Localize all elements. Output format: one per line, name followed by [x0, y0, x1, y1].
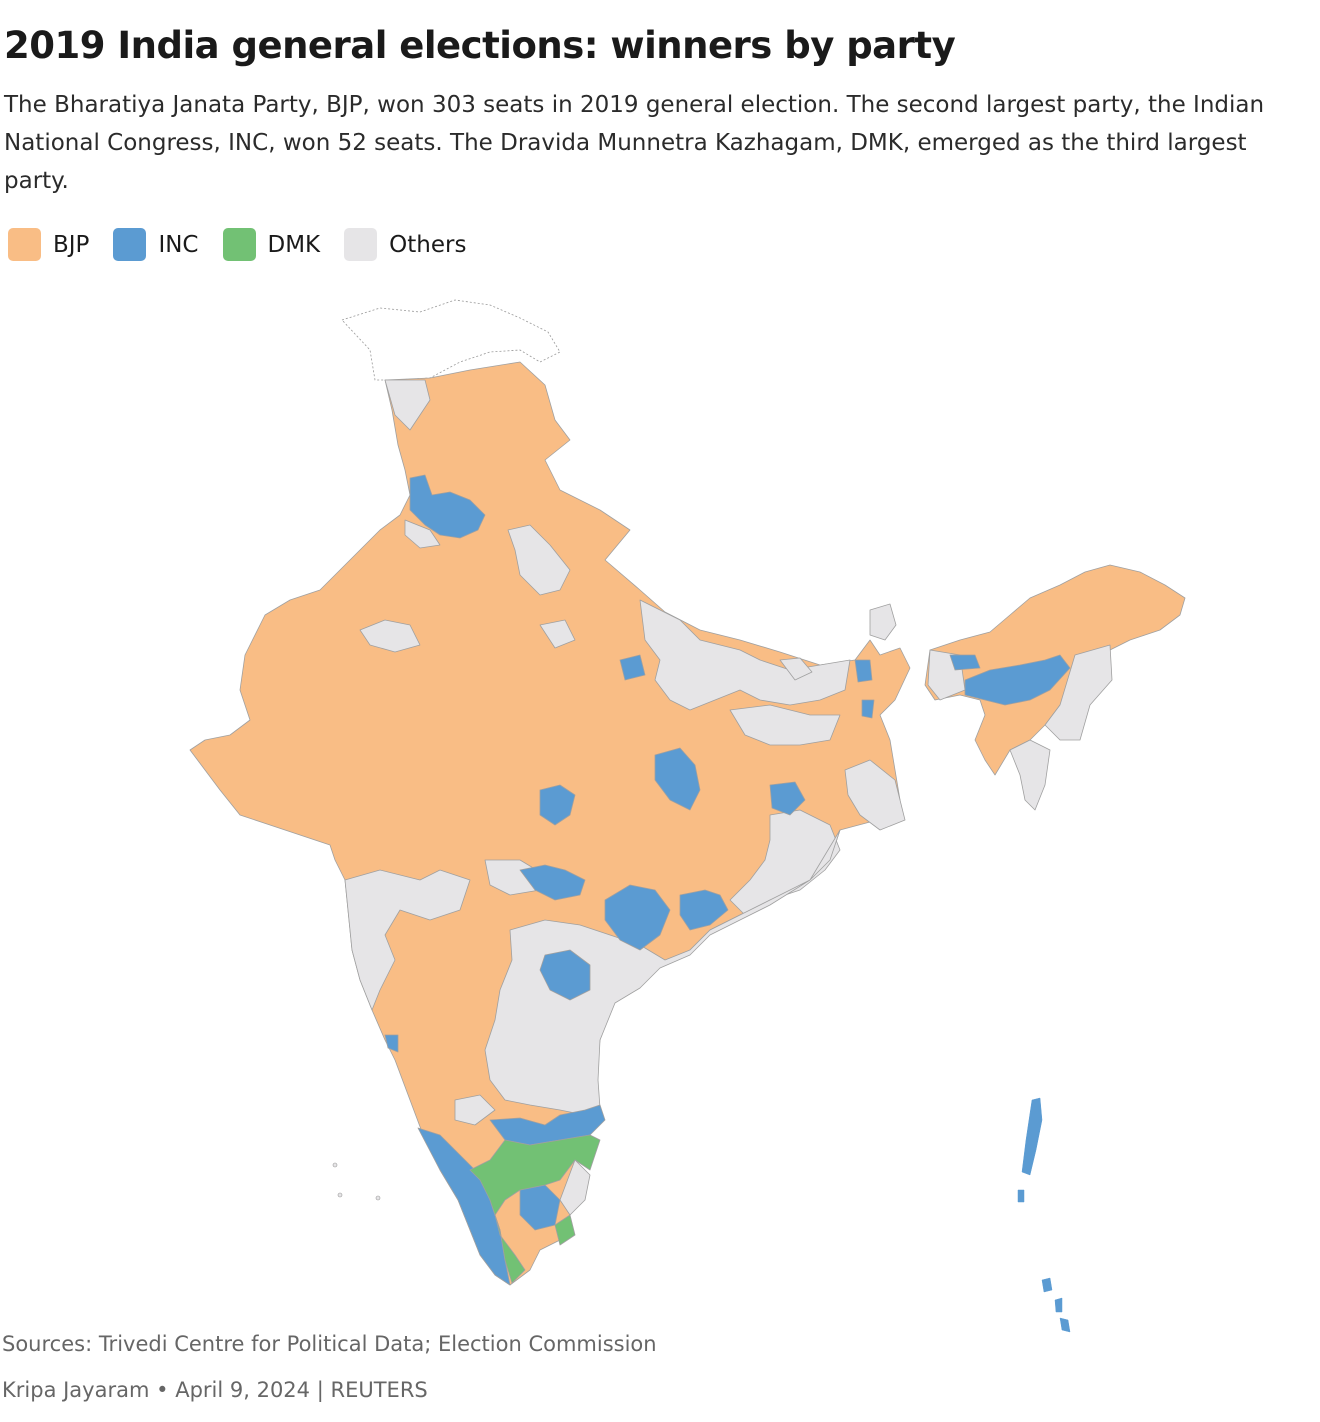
andaman-islands: [1021, 1097, 1043, 1176]
northern-boundary-outline: [341, 299, 561, 381]
others-maharashtra-west: [344, 869, 471, 1011]
byline-author: Kripa Jayaram: [2, 1378, 150, 1402]
inc-bengal: [854, 659, 873, 683]
legend-label-inc: INC: [158, 231, 199, 258]
lakshadweep-island: [337, 1192, 343, 1198]
legend: BJP INC DMK Others: [8, 228, 490, 261]
byline-separator: |: [316, 1378, 324, 1402]
inc-kerala: [417, 1127, 511, 1286]
byline-date: April 9, 2024: [175, 1378, 311, 1402]
others-punjab: [404, 519, 441, 549]
inc-jharkhand: [769, 781, 806, 816]
legend-swatch-inc: [113, 228, 147, 261]
lakshadweep-island: [375, 1195, 381, 1201]
legend-item-others: Others: [344, 228, 466, 261]
legend-swatch-dmk: [222, 228, 256, 261]
others-west-bengal: [844, 759, 906, 831]
byline-bullet: •: [156, 1378, 169, 1402]
inc-maharashtra: [519, 864, 586, 901]
andaman-small-island: [1017, 1189, 1025, 1203]
dmk-tn-south-east: [554, 1214, 576, 1246]
byline-publisher: REUTERS: [330, 1378, 428, 1402]
sources-note: Sources: Trivedi Centre for Political Da…: [2, 1332, 657, 1356]
others-bihar-north: [779, 657, 813, 681]
legend-label-others: Others: [389, 231, 467, 258]
legend-item-bjp: BJP: [8, 228, 89, 261]
legend-label-bjp: BJP: [53, 231, 90, 258]
inc-bengal-2: [861, 699, 875, 719]
others-telangana-andhra: [484, 829, 841, 1116]
others-northeast-east: [1044, 644, 1113, 741]
inc-punjab: [409, 474, 486, 539]
chart-subtitle: The Bharatiya Janata Party, BJP, won 303…: [4, 92, 1265, 194]
legend-item-inc: INC: [113, 228, 199, 261]
chart-title: 2019 India general elections: winners by…: [4, 24, 956, 67]
inc-up-raebareli: [619, 654, 646, 681]
inc-chhattisgarh: [654, 747, 701, 811]
others-bihar-south: [729, 704, 841, 746]
others-mizoram-tripura: [1009, 739, 1051, 811]
inc-telangana-1: [604, 884, 671, 951]
dmk-tamil-nadu: [469, 1134, 601, 1284]
inc-mp-chhindwara: [539, 784, 576, 826]
inc-assam-1: [964, 654, 1071, 706]
others-up-east: [639, 599, 851, 711]
legend-swatch-others: [344, 228, 378, 261]
inc-karnataka: [539, 949, 591, 1001]
others-delhi-west-up: [507, 524, 571, 596]
others-tn-east-coast: [559, 1159, 591, 1216]
sikkim-others: [869, 603, 897, 641]
others-kashmir: [384, 379, 431, 431]
nicobar-island-1: [1041, 1277, 1053, 1293]
legend-item-dmk: DMK: [222, 228, 321, 261]
inc-goa: [384, 1034, 399, 1053]
legend-swatch-bjp: [8, 228, 41, 261]
byline: Kripa Jayaram • April 9, 2024 | REUTERS: [2, 1378, 428, 1402]
others-rajasthan-patch: [359, 619, 421, 653]
inc-assam-2: [949, 654, 981, 671]
others-karnataka-south: [454, 1094, 496, 1126]
legend-label-dmk: DMK: [267, 231, 321, 258]
others-north-patch: [539, 619, 576, 649]
nicobar-island-2: [1054, 1297, 1063, 1313]
nicobar-island-3: [1059, 1317, 1071, 1333]
india-constituency-map: [189, 299, 1186, 1333]
inc-telangana-2: [679, 889, 729, 931]
lakshadweep-island: [332, 1162, 338, 1168]
